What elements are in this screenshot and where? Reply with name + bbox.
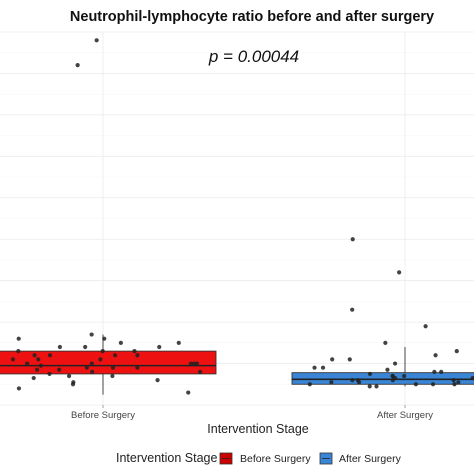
data-point	[57, 367, 62, 372]
legend-label-before: Before Surgery	[240, 453, 311, 465]
data-point	[413, 382, 419, 387]
data-point	[47, 353, 53, 358]
data-point	[312, 365, 317, 370]
data-point	[84, 365, 89, 370]
data-point	[176, 340, 181, 345]
data-point	[320, 365, 326, 370]
boxes	[0, 334, 474, 395]
data-point	[70, 382, 76, 387]
data-point	[132, 349, 137, 354]
x-tick-label: After Surgery	[377, 410, 433, 421]
data-point	[135, 353, 140, 358]
data-point	[433, 353, 438, 358]
data-point	[89, 361, 94, 366]
data-point	[57, 344, 62, 350]
data-point	[451, 378, 456, 383]
data-point	[430, 382, 436, 387]
data-points	[10, 38, 474, 395]
data-point	[100, 349, 105, 354]
data-point	[110, 373, 115, 379]
data-point	[350, 378, 355, 383]
data-point	[330, 357, 335, 362]
data-point	[385, 367, 390, 372]
legend-label-after: After Surgery	[339, 453, 402, 465]
data-point	[402, 373, 407, 379]
data-point	[188, 361, 193, 366]
data-point	[198, 369, 203, 374]
data-point	[374, 384, 379, 389]
data-point	[383, 340, 388, 345]
data-point	[432, 369, 437, 374]
data-point	[155, 378, 160, 383]
x-axis-ticks: Before Surgery After Surgery	[71, 405, 433, 421]
data-point	[83, 344, 88, 350]
data-point	[36, 357, 41, 362]
data-point	[307, 382, 312, 387]
box-2	[291, 372, 474, 385]
data-point	[186, 390, 191, 395]
data-point	[98, 357, 103, 362]
data-point	[34, 367, 40, 372]
p-value-annotation: p = 0.00044	[208, 47, 299, 66]
data-point	[135, 365, 140, 370]
data-point	[16, 386, 22, 391]
data-point	[347, 357, 352, 362]
gridlines	[0, 31, 474, 406]
data-point	[392, 361, 398, 366]
data-point	[470, 375, 474, 381]
data-point	[367, 384, 372, 389]
legend-title: Intervention Stage	[116, 451, 218, 465]
x-tick-label: Before Surgery	[71, 410, 135, 421]
data-point	[10, 357, 16, 362]
chart-title: Neutrophil-lymphocyte ratio before and a…	[70, 9, 434, 25]
data-point	[350, 237, 355, 242]
data-point	[350, 307, 355, 312]
data-point	[439, 369, 444, 374]
data-point	[16, 336, 21, 341]
data-point	[454, 349, 459, 354]
data-point	[25, 361, 30, 366]
data-point	[110, 365, 116, 370]
data-point	[112, 353, 118, 358]
data-point	[192, 361, 197, 366]
data-point	[367, 371, 373, 377]
data-point	[456, 380, 461, 385]
data-point	[118, 340, 123, 345]
data-point	[423, 324, 428, 329]
data-point	[16, 349, 21, 354]
data-point	[102, 336, 107, 341]
data-point	[356, 380, 362, 385]
x-axis-label: Intervention Stage	[207, 422, 309, 436]
box-1	[0, 350, 217, 375]
data-point	[94, 38, 99, 43]
data-point	[75, 63, 80, 68]
data-point	[390, 378, 395, 383]
data-point	[89, 332, 94, 337]
data-point	[32, 353, 37, 358]
data-point	[397, 270, 402, 275]
data-point	[38, 363, 43, 368]
data-point	[452, 382, 457, 387]
legend: Intervention Stage Before Surgery After …	[116, 451, 402, 465]
data-point	[329, 380, 334, 385]
data-point	[157, 344, 162, 350]
data-point	[66, 373, 72, 379]
data-point	[31, 375, 36, 381]
data-point	[47, 371, 52, 377]
data-point	[90, 369, 95, 374]
